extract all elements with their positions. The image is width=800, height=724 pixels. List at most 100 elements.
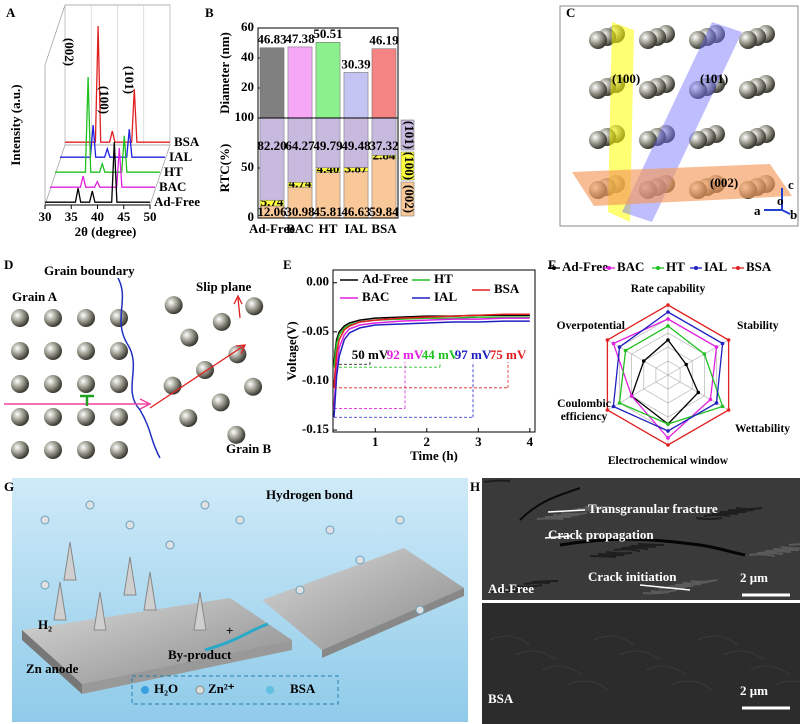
zn-slab-side: [22, 630, 82, 694]
radar-marker: [629, 394, 634, 398]
axis-label: Rate capability: [630, 283, 706, 295]
guide: [334, 362, 509, 389]
guide: [334, 362, 371, 365]
atom: [44, 342, 62, 360]
texture: [576, 507, 604, 510]
value-label: 37.32: [369, 138, 398, 153]
ion: [40, 515, 50, 525]
value-label: 45.81: [313, 204, 342, 219]
annotation: 2 μm: [740, 683, 768, 698]
slip-plane: [149, 294, 247, 409]
value-label: 49.79: [313, 138, 343, 153]
legend-label: (002): [402, 185, 417, 213]
dendrite: [53, 581, 67, 621]
atom: [228, 345, 247, 364]
value-label: 30.98: [285, 204, 315, 219]
legend-marker: [694, 266, 698, 270]
atom: [110, 441, 128, 459]
value-label: 46.63: [341, 204, 371, 219]
bar: [287, 46, 313, 119]
axis-label: Wettability: [735, 423, 790, 435]
panel-c-frame: [559, 5, 799, 227]
atom: [77, 441, 95, 459]
radar-marker: [617, 401, 622, 405]
radar-marker: [666, 338, 670, 342]
peak-label: (002): [62, 38, 77, 66]
texture: [536, 517, 564, 520]
panel-label: A: [6, 5, 16, 20]
legend-label: IAL: [434, 289, 457, 304]
ion: [415, 605, 425, 615]
texture: [674, 583, 702, 586]
texture: [499, 588, 527, 591]
annotation: (002): [710, 175, 738, 190]
zn-slab-front: [82, 640, 292, 694]
texture: [597, 553, 625, 556]
ion: [295, 585, 305, 595]
plot-frame: [257, 117, 399, 219]
texture: [666, 585, 694, 588]
legend-swatch: [400, 151, 415, 181]
atom: [689, 81, 707, 99]
texture: [645, 665, 687, 676]
axis-label: Stability: [737, 320, 779, 332]
x-axis-label: Time (h): [410, 448, 458, 463]
voltage-curve: [333, 313, 530, 388]
legend-label: (101): [402, 121, 417, 149]
legend-label: Ad-Free: [362, 271, 408, 286]
texture: [727, 509, 755, 512]
texture: [541, 665, 583, 676]
texture: [772, 548, 800, 551]
atom: [179, 409, 198, 428]
radar-marker: [708, 397, 713, 402]
atom: [589, 31, 607, 49]
texture: [589, 555, 617, 558]
texture: [523, 581, 551, 585]
ion: [235, 515, 245, 525]
atom: [739, 31, 757, 49]
ion: [125, 520, 135, 530]
axis-label: Electrochemical window: [607, 455, 729, 467]
annotation: b: [790, 207, 797, 222]
x-tick-label: 2: [424, 434, 431, 449]
annotation: 2 μm: [740, 570, 768, 585]
guide: [334, 362, 406, 409]
radar-marker: [720, 341, 725, 346]
texture: [748, 553, 776, 557]
texture: [690, 579, 718, 583]
x-tick-label: BAC: [286, 221, 313, 236]
x-tick-label: 50: [144, 209, 157, 224]
legend-label: BSA: [174, 134, 200, 149]
texture: [613, 548, 641, 552]
radar-marker: [611, 404, 616, 409]
radar-marker: [714, 345, 719, 349]
texture: [697, 635, 739, 646]
radar-marker: [666, 303, 670, 307]
texture: [650, 589, 678, 593]
atom: [110, 309, 128, 327]
atom: [589, 131, 607, 149]
sem-image-bottom: [482, 603, 800, 724]
texture: [735, 507, 763, 510]
atom: [739, 81, 757, 99]
x-tick-label: BSA: [371, 221, 397, 236]
xrd-pattern: [60, 124, 165, 158]
dendrite: [93, 591, 107, 631]
texture: [552, 514, 580, 517]
bar-segment: [343, 171, 369, 219]
y-axis-label: Voltage(V): [284, 321, 299, 380]
legend-swatch: [400, 119, 415, 151]
texture: [749, 665, 791, 676]
texture: [788, 543, 800, 546]
legend-label: Ad-Free: [562, 259, 608, 274]
bar-segment: [315, 117, 341, 169]
radar-marker: [726, 408, 731, 412]
annotation: (101): [700, 71, 728, 86]
bar: [343, 72, 369, 119]
xrd-pattern: [50, 147, 155, 188]
radar-marker: [666, 429, 670, 433]
texture: [531, 580, 559, 583]
overpotential-label: 44 mV: [422, 347, 459, 362]
legend-marker: [552, 266, 556, 270]
